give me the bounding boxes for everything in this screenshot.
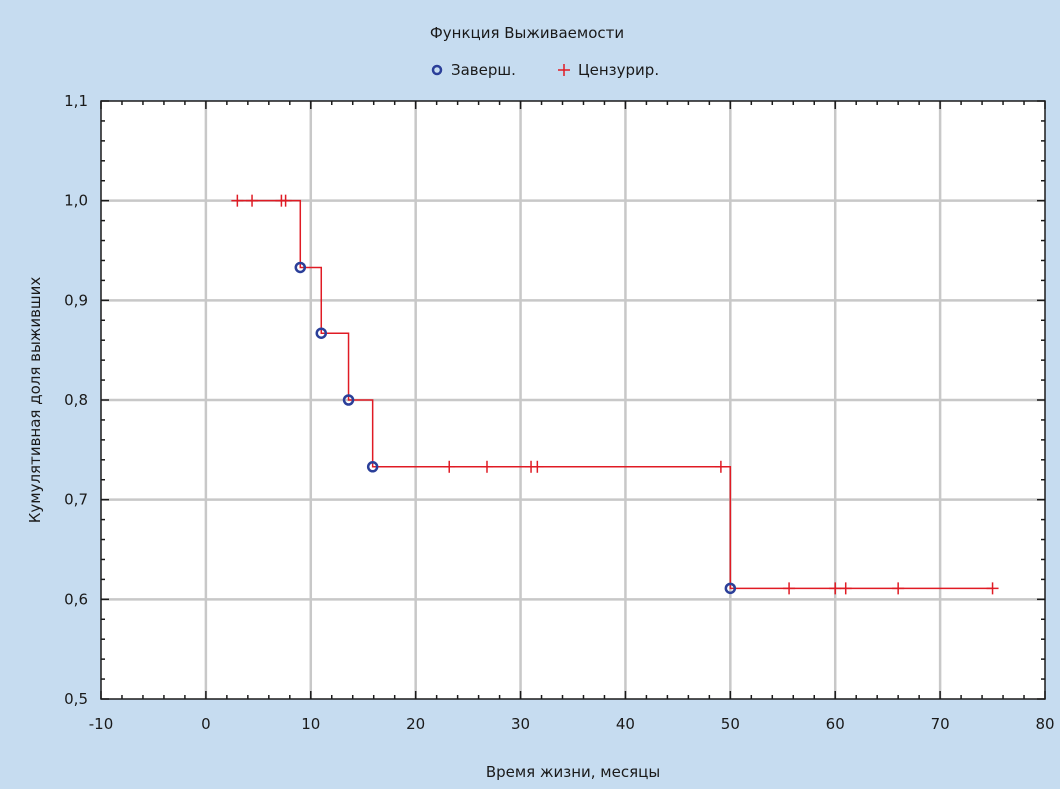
y-tick-label: 0,9 [64, 291, 88, 309]
y-tick-label: 1,0 [64, 192, 88, 210]
chart-title: Функция Выживаемости [430, 24, 624, 42]
y-tick-label: 0,6 [64, 590, 88, 608]
y-tick-label: 0,5 [64, 690, 88, 708]
x-tick-label: 10 [301, 715, 320, 733]
censored-point [279, 194, 292, 207]
x-axis-title: Время жизни, месяцы [486, 763, 660, 781]
complete-point [315, 327, 328, 339]
x-tick-label: 80 [1035, 715, 1054, 733]
complete-point [294, 261, 307, 274]
legend-marker-circle [431, 64, 443, 76]
tick-labels: -10 0 10 20 30 40 50 60 70 80 0,5 0,6 0,7 0,8 0,9 1,0 1,… [64, 92, 1054, 733]
x-tick-label: 50 [721, 715, 740, 733]
plot-frame [100, 100, 1046, 700]
x-tick-label: 30 [511, 715, 530, 733]
x-tick-label: 60 [826, 715, 845, 733]
censored-point [231, 194, 244, 207]
censored-point [531, 460, 544, 473]
censored-point [783, 582, 796, 595]
complete-point [366, 461, 379, 473]
y-tick-label: 0,7 [64, 491, 88, 509]
censored-point [480, 460, 493, 473]
legend: Заверш. Цензурир. [431, 61, 659, 79]
legend-item: Заверш. [431, 61, 516, 79]
series-layer [231, 194, 999, 595]
legend-label: Заверш. [451, 61, 516, 79]
x-tick-label: 0 [201, 715, 211, 733]
legend-label: Цензурир. [578, 61, 659, 79]
y-axis-title: Кумулятивная доля выживших [26, 277, 44, 524]
complete-point [724, 582, 737, 595]
complete-point [342, 394, 355, 406]
censored-point [892, 582, 905, 595]
censored-point [829, 582, 842, 595]
censored-point [839, 582, 852, 595]
survival-step-line [237, 199, 993, 590]
censored-point [986, 582, 999, 595]
legend-item: Цензурир. [558, 61, 659, 79]
censored-point [714, 460, 727, 473]
grid-lines [101, 101, 1045, 699]
y-tick-label: 0,8 [64, 391, 88, 409]
censored-point [443, 460, 456, 473]
x-tick-label: 70 [931, 715, 950, 733]
x-tick-label: 20 [406, 715, 425, 733]
x-tick-label: 40 [616, 715, 635, 733]
censored-point [246, 194, 259, 207]
x-tick-label: -10 [89, 715, 114, 733]
y-tick-label: 1,1 [64, 92, 88, 110]
